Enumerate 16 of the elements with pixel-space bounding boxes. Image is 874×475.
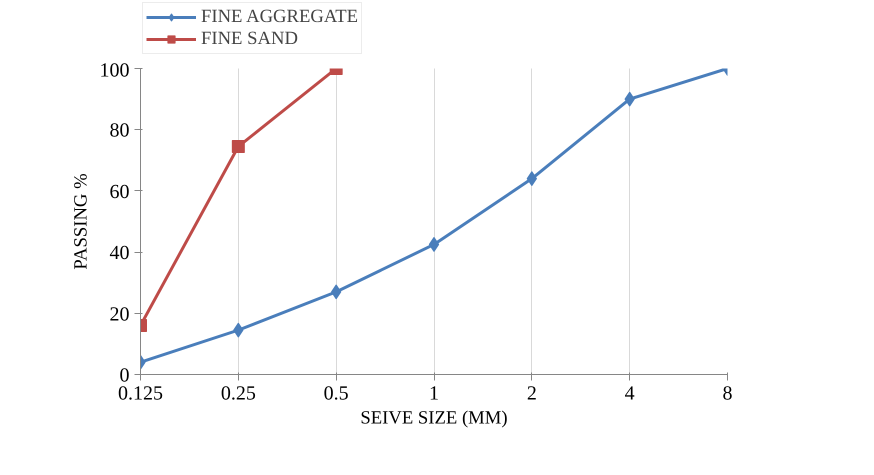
legend-label: FINE AGGREGATE [201,6,358,28]
point [428,236,440,252]
x-axis-title: SEIVE SIZE (MM) [360,408,508,428]
x-tick-label: 1 [429,382,439,404]
y-tick-label: 20 [110,303,130,326]
x-tick-label: 2 [526,382,537,404]
x-tick-label: 0.5 [324,382,349,404]
x-tick-label: 4 [624,382,635,404]
y-axis-title: PASSING % [70,173,92,270]
legend-label: FINE SAND [201,28,298,50]
y-tick-label: 60 [110,180,130,203]
y-tick-label: 80 [110,120,130,142]
x-tick-label: 0.25 [220,382,256,404]
y-tick-label: 100 [100,60,130,82]
x-tick-label: 8 [722,382,732,404]
y-tick-label: 40 [110,242,130,264]
